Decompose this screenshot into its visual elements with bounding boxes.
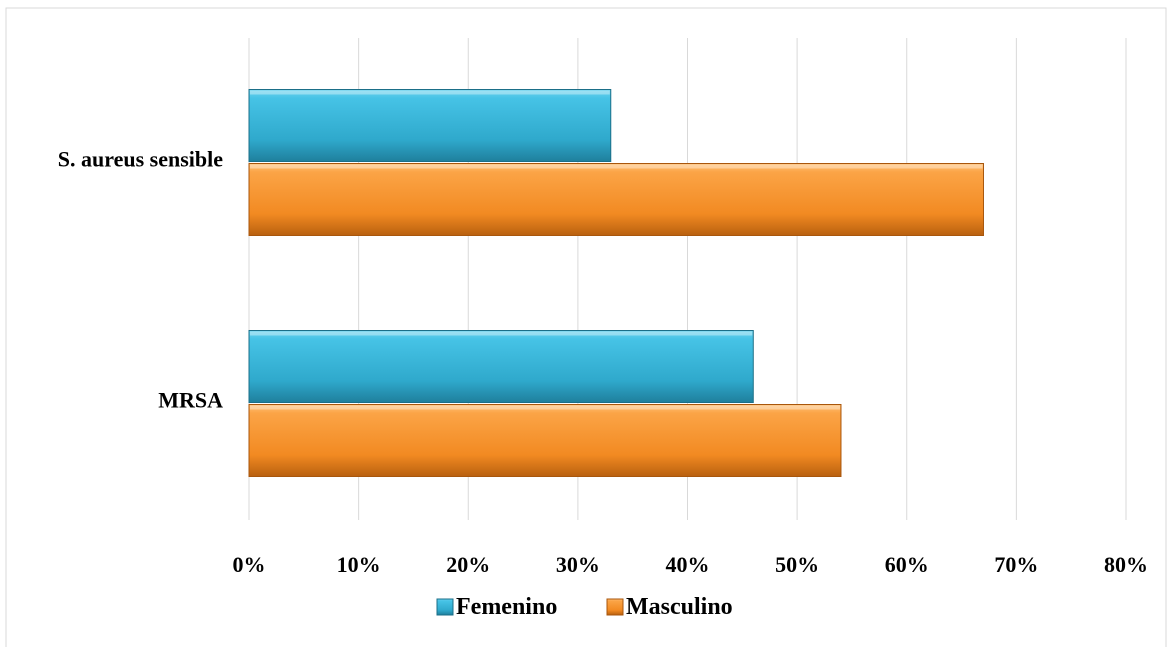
- bar-masculino-1: [248, 404, 842, 477]
- x-tick-label: 10%: [337, 552, 381, 577]
- x-tick-label: 80%: [1104, 552, 1148, 577]
- legend-label-femenino: Femenino: [456, 594, 557, 620]
- bar-highlight: [250, 164, 983, 169]
- bars: [248, 89, 984, 477]
- legend: Femenino Masculino: [436, 594, 733, 620]
- bar-femenino-0: [248, 89, 612, 162]
- bar-highlight: [250, 90, 610, 95]
- legend-label-masculino: Masculino: [626, 594, 733, 620]
- category-label: MRSA: [158, 388, 223, 413]
- labels: 0% 10% 20% 30% 40% 50% 60% 70% 80% S. aureus sens…: [58, 147, 1148, 578]
- category-label: S. aureus sensible: [58, 147, 223, 172]
- bar-highlight: [250, 331, 753, 336]
- x-tick-label: 50%: [775, 552, 819, 577]
- x-tick-label: 60%: [885, 552, 929, 577]
- bar-highlight: [250, 405, 840, 410]
- bar-femenino-1: [248, 330, 754, 403]
- x-tick-label: 70%: [994, 552, 1038, 577]
- x-tick-label: 30%: [556, 552, 600, 577]
- bar-masculino-0: [248, 163, 984, 236]
- x-tick-label: 0%: [233, 552, 266, 577]
- x-tick-label: 20%: [446, 552, 490, 577]
- legend-swatch-masculino: [606, 598, 624, 616]
- legend-swatch-femenino: [436, 598, 454, 616]
- x-tick-label: 40%: [666, 552, 710, 577]
